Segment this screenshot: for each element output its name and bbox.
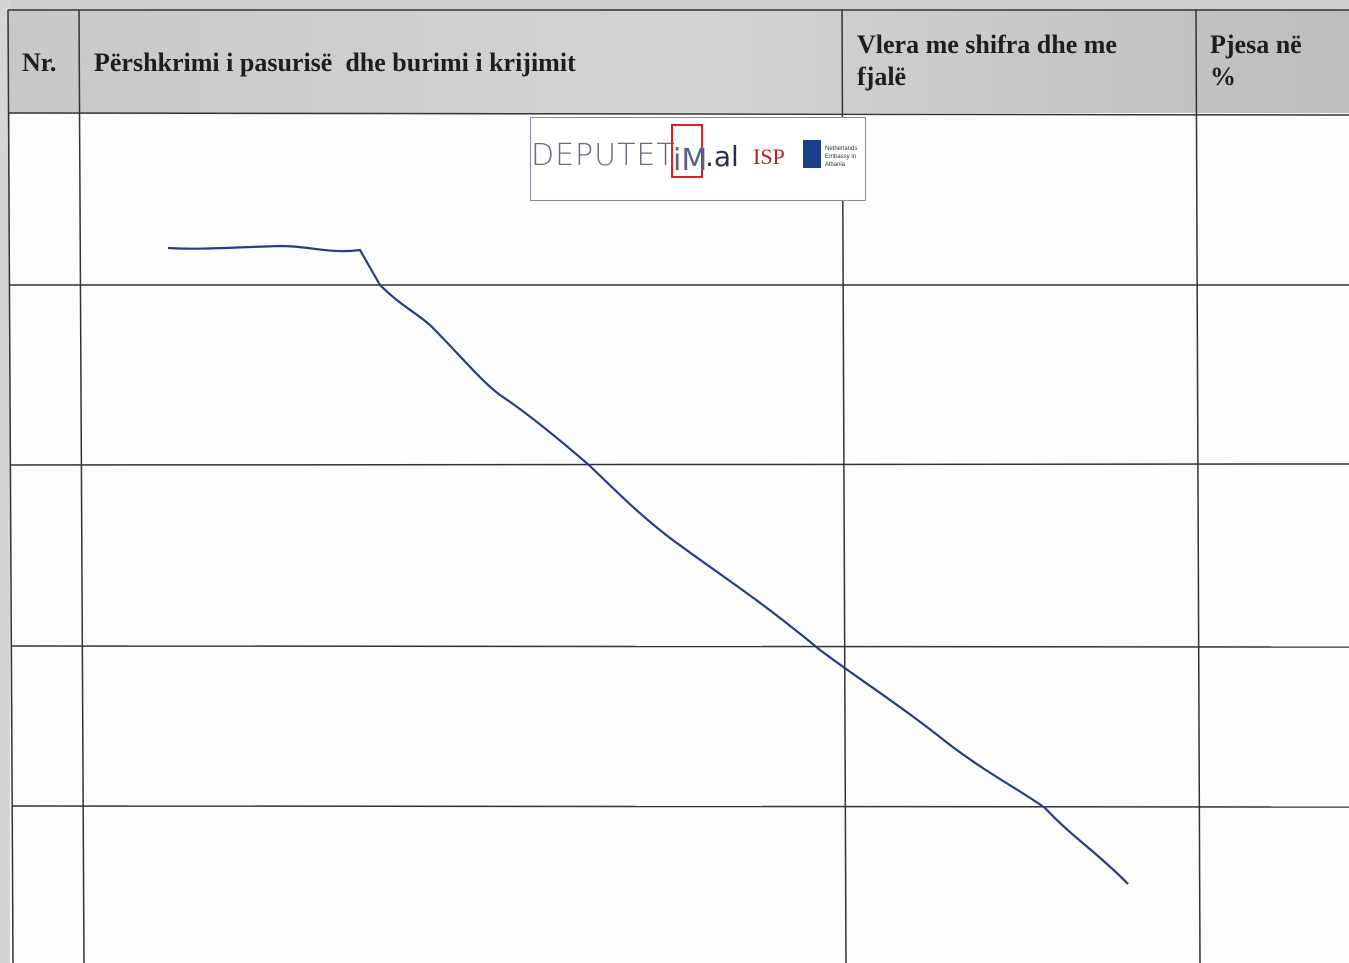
watermark-domain: .al [705, 140, 739, 173]
scan-edge [0, 0, 10, 963]
watermark-mark: iM [671, 124, 707, 178]
embassy-emblem [803, 140, 821, 168]
header-cell: Nr. [22, 48, 57, 77]
header-cell: Vlera me shifra dhe me fjalë [857, 30, 1117, 91]
grid-lines [7, 9, 1349, 963]
embassy-logo: Netherlands Embassy in Albania [825, 146, 858, 168]
header-row [8, 10, 1349, 113]
scan-edge [0, 0, 1349, 10]
watermark: DEPUTET iM .al ISP Netherlands Embassy i… [530, 117, 866, 201]
cross-out-stroke [167, 244, 1129, 885]
header-cell: Pjesa në % [1210, 30, 1302, 91]
watermark-site: DEPUTET [531, 138, 676, 173]
partner-logo: ISP [753, 144, 785, 169]
header-cell: Përshkrimi i pasurisë dhe burimi i kriji… [94, 48, 576, 77]
